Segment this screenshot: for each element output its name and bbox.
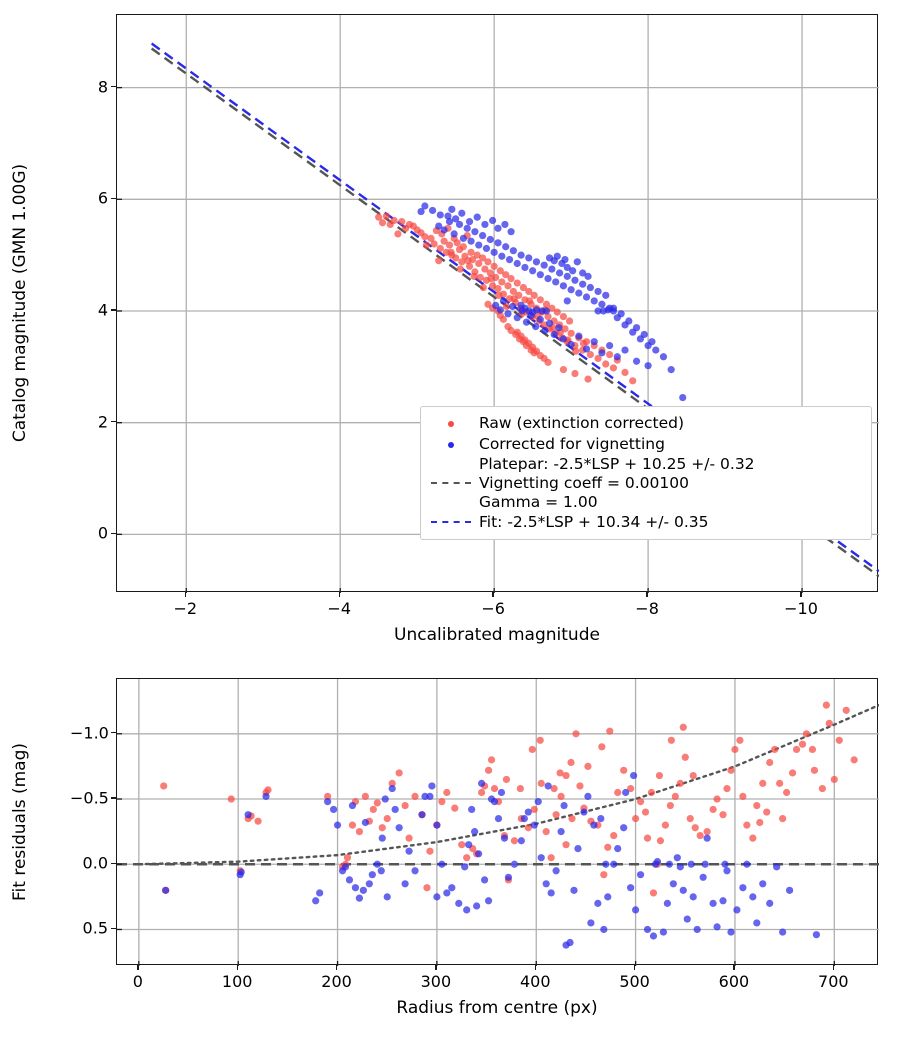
x-tick-label: 200: [321, 972, 352, 991]
x-tick-mark: [335, 965, 338, 970]
y-tick-mark: [111, 927, 116, 930]
y-tick-mark: [111, 85, 116, 88]
y-tick-label: 0: [97, 523, 108, 543]
fit-residuals-plot-area: [117, 679, 879, 966]
y-tick-label: −1.0: [70, 723, 109, 743]
y-tick-label: 0.5: [82, 918, 108, 938]
y-tick-mark: [111, 797, 116, 799]
legend-key-raw: [429, 420, 473, 427]
x-tick-mark: [435, 965, 437, 970]
x-tick-label: 500: [619, 972, 650, 991]
x-tick-mark: [832, 965, 834, 970]
legend-entry[interactable]: Corrected for vignetting: [429, 434, 863, 455]
x-tick-mark: [184, 592, 186, 597]
x-tick-mark: [733, 965, 735, 970]
series-corrected-for-vignetting: [162, 771, 821, 949]
y-tick-mark: [111, 532, 116, 535]
x-tick-label: 600: [718, 972, 750, 991]
fit-residuals-axes: [116, 678, 879, 966]
x-tick-label: −8: [635, 599, 659, 618]
legend-entry[interactable]: Raw (extinction corrected): [429, 413, 863, 434]
x-tick-label: 700: [818, 972, 849, 991]
bottom-y-axis-label: Fit residuals (mag): [10, 742, 30, 901]
legend-key-corrected: [429, 441, 473, 448]
plot-legend[interactable]: Raw (extinction corrected) Corrected for …: [420, 406, 872, 540]
x-tick-label: −4: [327, 599, 351, 618]
x-tick-mark: [534, 965, 536, 970]
x-tick-mark: [236, 965, 238, 970]
legend-entry[interactable]: Fit: -2.5*LSP + 10.34 +/- 0.35: [429, 512, 863, 533]
x-tick-label: 400: [519, 972, 551, 991]
x-tick-label: −10: [784, 599, 818, 618]
y-tick-mark: [111, 862, 116, 864]
x-tick-label: −6: [481, 599, 505, 618]
x-tick-label: 300: [420, 972, 452, 991]
legend-blue-dot-icon: [448, 441, 454, 448]
y-tick-mark: [111, 309, 116, 311]
legend-entry[interactable]: Platepar: -2.5*LSP + 10.25 +/- 0.32 Vign…: [429, 455, 863, 512]
top-y-axis-label: Catalog magnitude (GMN 1.00G): [10, 163, 30, 443]
y-tick-label: 2: [97, 412, 108, 432]
x-tick-label: 100: [221, 972, 253, 991]
y-tick-mark: [111, 732, 116, 734]
legend-key-fit: [429, 521, 473, 524]
legend-blue-dashed-line-icon: [431, 521, 471, 524]
legend-label: Platepar: -2.5*LSP + 10.25 +/- 0.32 Vign…: [479, 455, 755, 511]
y-tick-mark: [111, 420, 116, 423]
x-tick-mark: [338, 592, 340, 597]
x-tick-mark: [800, 592, 802, 597]
legend-label: Raw (extinction corrected): [479, 414, 685, 433]
top-x-axis-label: Uncalibrated magnitude: [394, 625, 600, 645]
legend-label: Corrected for vignetting: [479, 435, 665, 454]
y-tick-label: −0.5: [70, 788, 109, 808]
y-tick-label: 0.0: [82, 853, 108, 873]
y-tick-label: 6: [97, 188, 108, 208]
x-tick-mark: [646, 592, 648, 597]
legend-label: Fit: -2.5*LSP + 10.34 +/- 0.35: [479, 512, 709, 531]
x-tick-mark: [137, 965, 139, 970]
series-raw-extinction-corrected-: [375, 212, 648, 424]
series-corrected-for-vignetting: [417, 202, 721, 427]
bottom-x-axis-label: Radius from centre (px): [396, 998, 598, 1018]
y-tick-mark: [111, 197, 116, 199]
y-tick-label: 8: [97, 77, 108, 97]
y-tick-label: 4: [97, 300, 108, 320]
x-tick-label: 0: [132, 972, 143, 991]
legend-red-dot-icon: [448, 420, 454, 427]
x-tick-label: −2: [173, 599, 198, 618]
legend-gray-dashed-line-icon: [431, 482, 471, 485]
x-tick-mark: [633, 965, 636, 970]
legend-key-platepar: [429, 482, 473, 485]
x-tick-mark: [492, 592, 494, 597]
